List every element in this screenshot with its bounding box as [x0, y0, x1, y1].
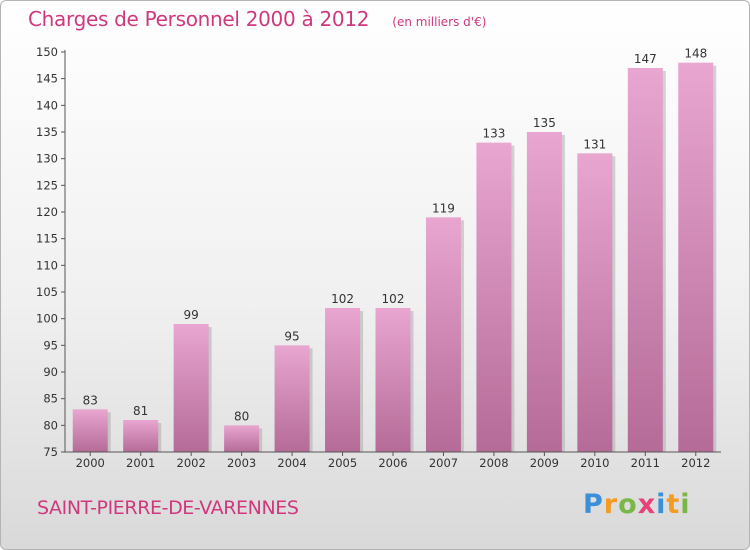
x-tick-label: 2007 — [429, 456, 458, 470]
bar-2011 — [627, 68, 663, 452]
bar-value-label: 131 — [583, 137, 606, 151]
logo-letter: t — [666, 489, 681, 520]
bar-value-label: 102 — [382, 292, 405, 306]
bar-2004 — [274, 345, 310, 452]
bar-value-label: 133 — [482, 127, 505, 141]
bar-value-label: 148 — [684, 47, 707, 61]
x-tick-label: 2001 — [126, 456, 155, 470]
x-tick-label: 2010 — [580, 456, 609, 470]
y-tick-label: 75 — [43, 445, 58, 459]
bar-2005 — [325, 308, 361, 452]
bar-value-label: 95 — [284, 329, 299, 343]
chart-title: Charges de Personnel 2000 à 2012 — [28, 7, 370, 31]
y-tick-label: 135 — [36, 125, 58, 139]
bar-2003 — [224, 425, 260, 452]
bar-2010 — [577, 153, 613, 453]
bar-2001 — [123, 420, 159, 452]
x-tick-label: 2002 — [177, 456, 206, 470]
y-tick-label: 85 — [43, 392, 58, 406]
bar-2000 — [72, 409, 108, 452]
y-tick-label: 120 — [36, 205, 58, 219]
x-tick-label: 2012 — [681, 456, 710, 470]
bar-2006 — [375, 308, 411, 452]
commune-name: SAINT-PIERRE-DE-VARENNES — [37, 497, 299, 519]
y-tick-label: 140 — [36, 98, 58, 112]
logo-letter: P — [583, 489, 604, 520]
x-tick-label: 2008 — [479, 456, 508, 470]
bar-2002 — [173, 324, 209, 452]
y-tick-label: 145 — [36, 72, 58, 86]
bar-2012 — [678, 62, 714, 453]
bar-value-label: 80 — [234, 409, 249, 423]
y-tick-label: 115 — [36, 232, 58, 246]
bar-2008 — [476, 142, 512, 452]
y-tick-label: 150 — [36, 45, 58, 59]
bar-value-label: 99 — [184, 308, 199, 322]
x-tick-label: 2000 — [76, 456, 105, 470]
x-tick-label: 2003 — [227, 456, 256, 470]
x-tick-label: 2011 — [631, 456, 660, 470]
chart-subtitle: (en milliers d'€) — [392, 15, 487, 29]
logo-letter: i — [656, 489, 667, 520]
y-tick-label: 90 — [43, 365, 58, 379]
bar-value-label: 81 — [133, 404, 148, 418]
bar-value-label: 83 — [83, 393, 98, 407]
bar-2007 — [425, 217, 461, 452]
bar-value-label: 119 — [432, 201, 455, 215]
logo-letter: r — [603, 489, 619, 520]
y-tick-label: 110 — [36, 258, 58, 272]
x-tick-label: 2005 — [328, 456, 357, 470]
logo-letter: i — [680, 489, 691, 520]
y-tick-label: 100 — [36, 312, 58, 326]
bar-2009 — [526, 132, 562, 452]
y-tick-label: 130 — [36, 152, 58, 166]
y-tick-label: 80 — [43, 418, 58, 432]
proxiti-logo: Proxiti — [583, 489, 691, 520]
bar-value-label: 102 — [331, 292, 354, 306]
x-tick-label: 2009 — [530, 456, 559, 470]
y-tick-label: 105 — [36, 285, 58, 299]
x-tick-label: 2004 — [277, 456, 306, 470]
y-tick-label: 125 — [36, 178, 58, 192]
bar-value-label: 147 — [634, 52, 657, 66]
y-tick-label: 95 — [43, 338, 58, 352]
title-row: Charges de Personnel 2000 à 2012 (en mil… — [28, 7, 486, 31]
bar-value-label: 135 — [533, 116, 556, 130]
logo-letter: o — [618, 489, 638, 520]
x-tick-label: 2006 — [378, 456, 407, 470]
logo-letter: x — [637, 489, 657, 520]
